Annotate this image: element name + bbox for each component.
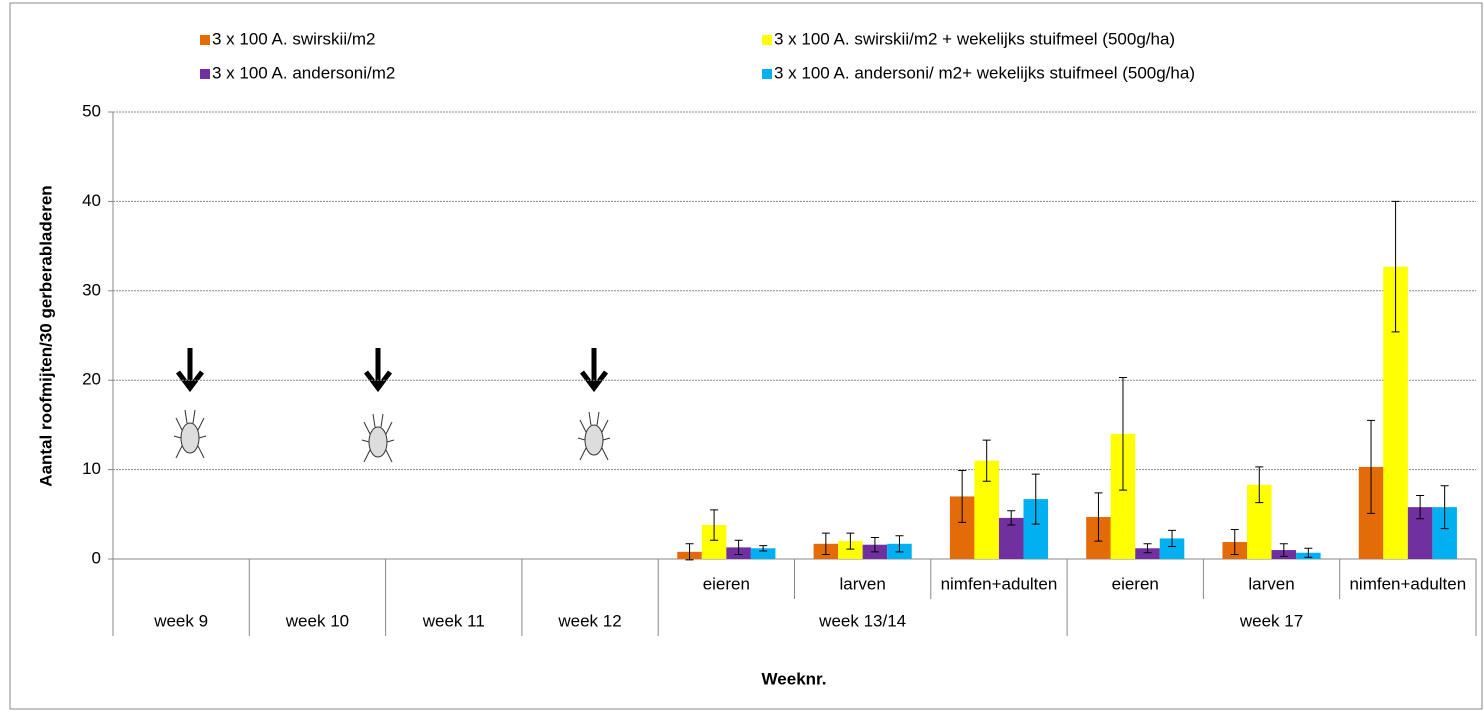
legend-label: 3 x 100 A. andersoni/m2 bbox=[212, 63, 395, 82]
y-tick-label: 20 bbox=[82, 370, 101, 389]
y-tick-label: 40 bbox=[82, 191, 101, 210]
legend-swatch bbox=[200, 35, 210, 45]
group-label: week 13/14 bbox=[818, 611, 906, 630]
group-label: week 12 bbox=[557, 611, 621, 630]
legend-swatch bbox=[762, 35, 772, 45]
group-label: week 9 bbox=[153, 611, 208, 630]
x-tick-label: larven bbox=[839, 574, 885, 593]
legend-label: 3 x 100 A. swirskii/m2 bbox=[212, 29, 375, 48]
x-tick-label: eieren bbox=[703, 574, 750, 593]
y-axis-label: Aantal roofmijten/30 gerberabladeren bbox=[36, 185, 55, 486]
x-tick-label: larven bbox=[1248, 574, 1294, 593]
y-tick-label: 30 bbox=[82, 280, 101, 299]
x-tick-label: nimfen+adulten bbox=[941, 574, 1058, 593]
chart: Aantal roofmijten/30 gerberabladeren Wee… bbox=[0, 0, 1484, 712]
y-tick-label: 0 bbox=[92, 548, 101, 567]
group-label: week 10 bbox=[285, 611, 349, 630]
y-tick-label: 10 bbox=[82, 459, 101, 478]
chart-frame bbox=[10, 3, 1482, 709]
x-tick-label: nimfen+adulten bbox=[1349, 574, 1466, 593]
group-label: week 17 bbox=[1239, 611, 1303, 630]
legend-label: 3 x 100 A. swirskii/m2 + wekelijks stuif… bbox=[774, 29, 1175, 48]
y-tick-label: 50 bbox=[82, 101, 101, 120]
legend-swatch bbox=[762, 69, 772, 79]
group-label: week 11 bbox=[422, 611, 485, 630]
legend-swatch bbox=[200, 69, 210, 79]
legend-label: 3 x 100 A. andersoni/ m2+ wekelijks stui… bbox=[774, 63, 1195, 82]
x-axis-label: Weeknr. bbox=[762, 669, 827, 688]
x-tick-label: eieren bbox=[1112, 574, 1159, 593]
